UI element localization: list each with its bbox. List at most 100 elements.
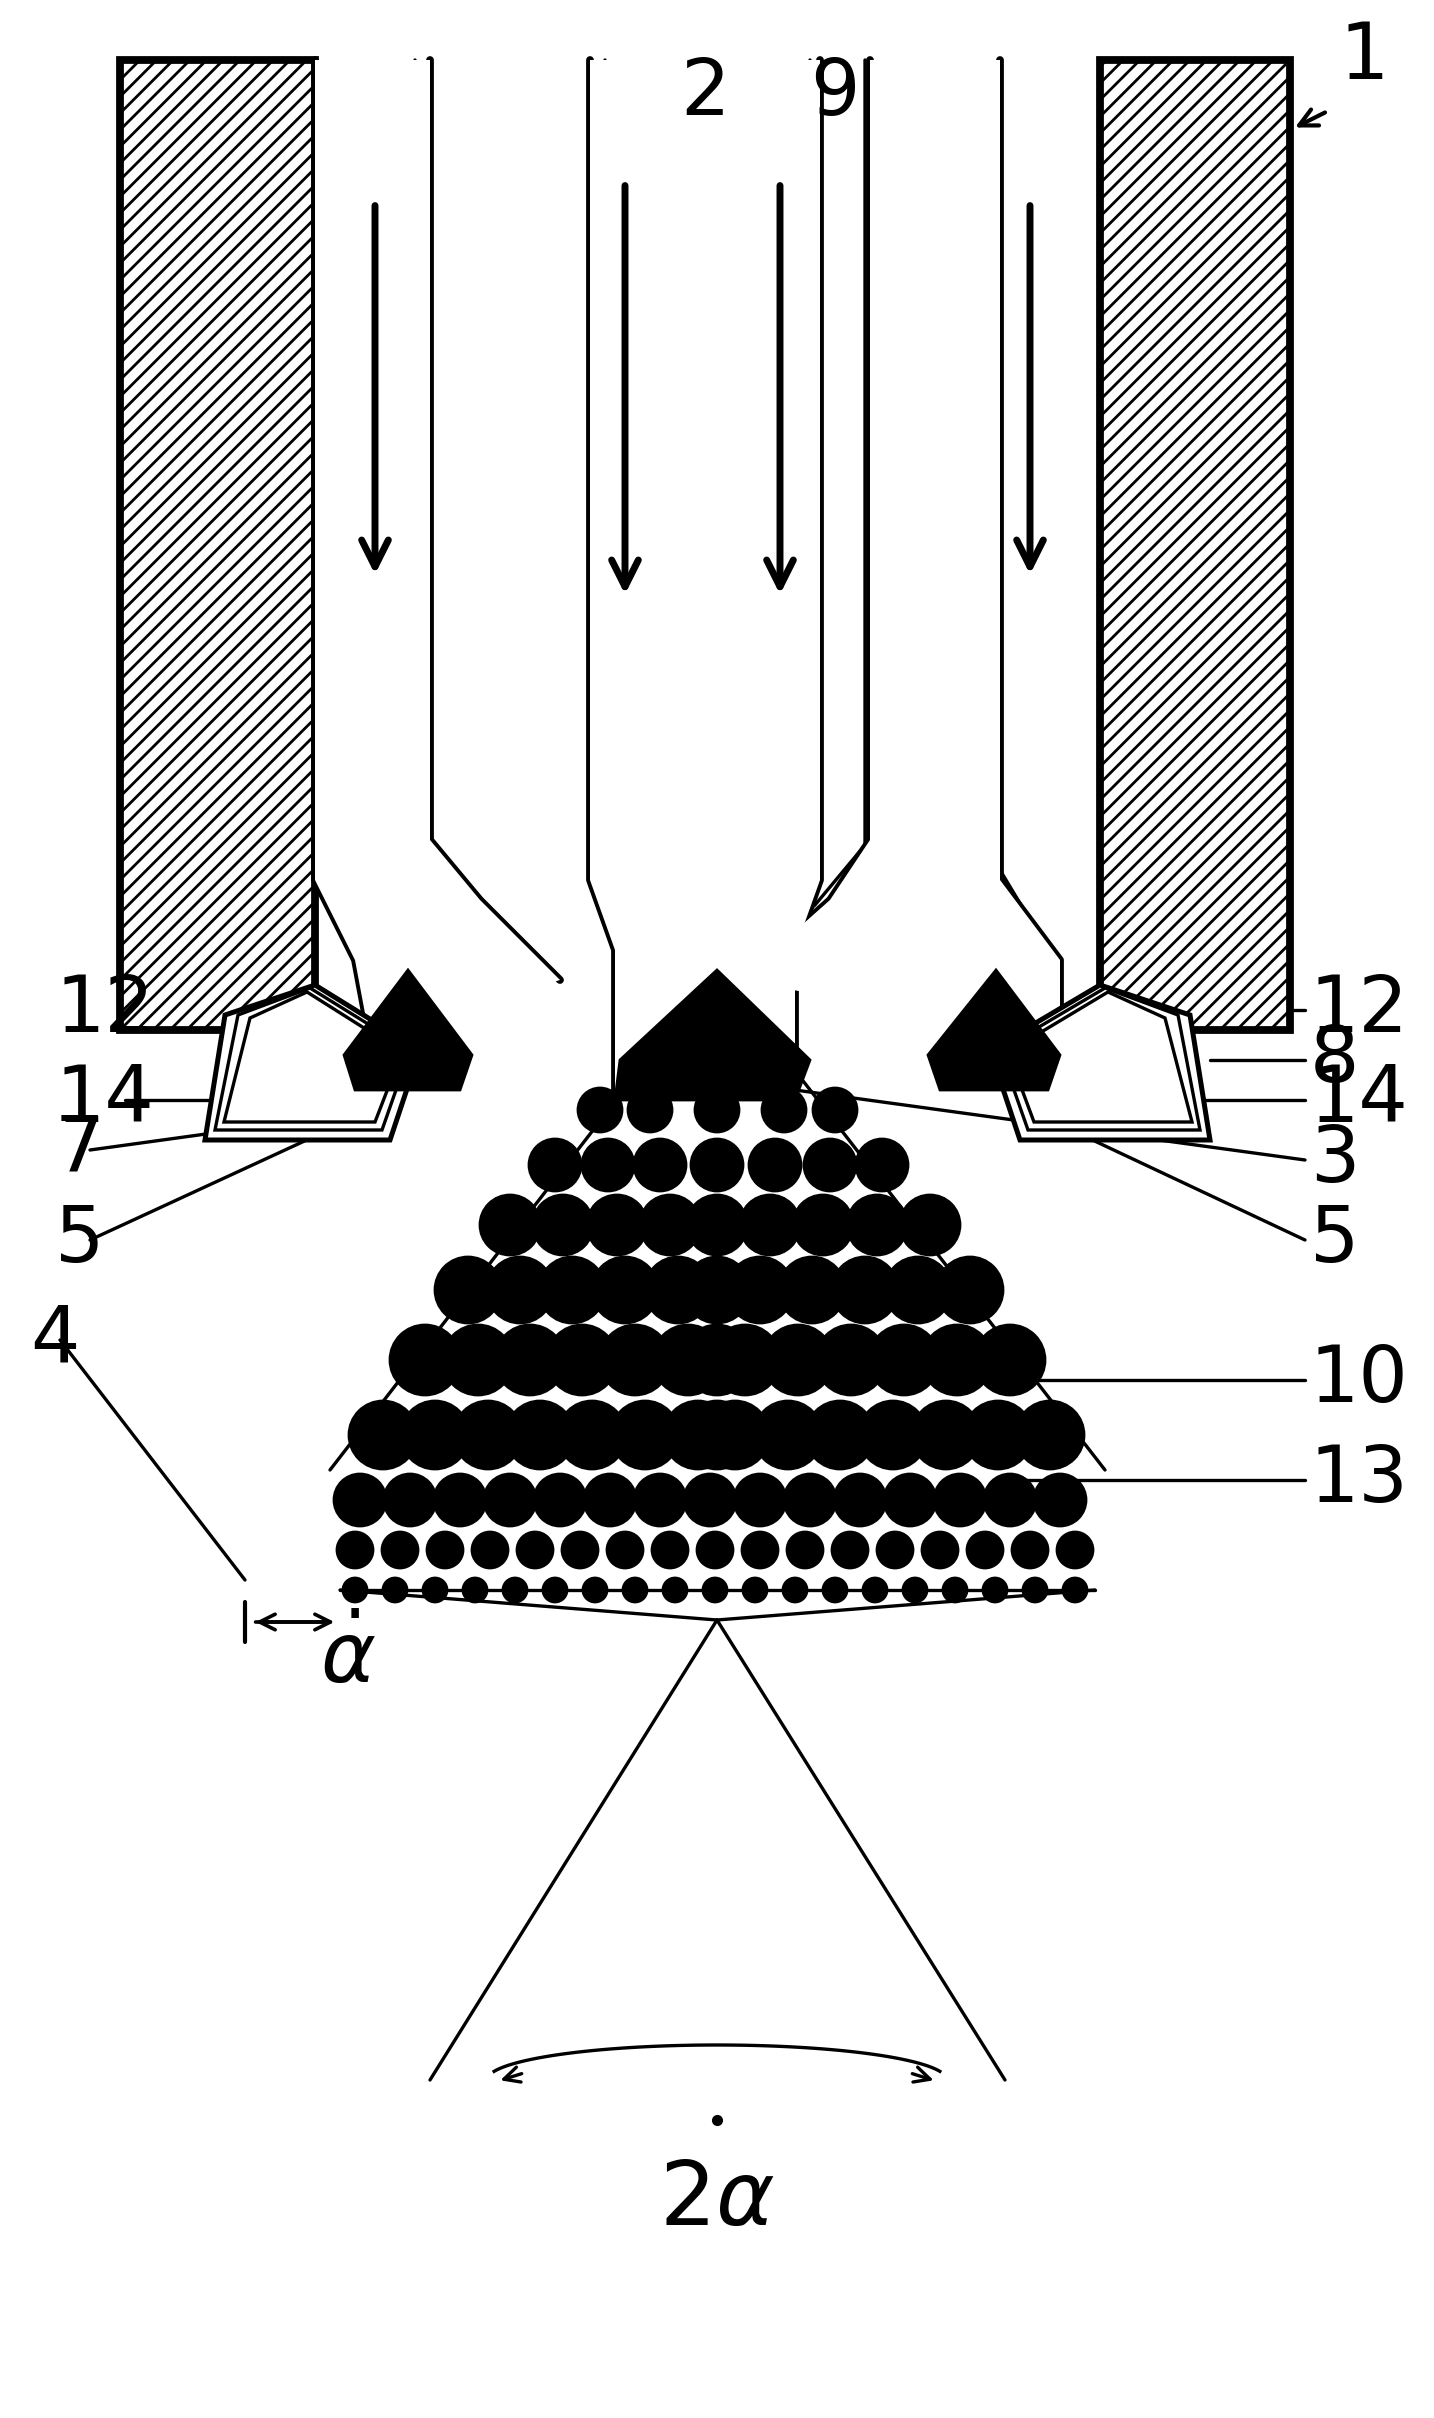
Circle shape xyxy=(964,1400,1032,1470)
Circle shape xyxy=(472,1533,508,1567)
Polygon shape xyxy=(589,60,820,1100)
Circle shape xyxy=(652,1325,723,1395)
Circle shape xyxy=(533,1475,587,1526)
Circle shape xyxy=(645,1257,711,1323)
Text: 12: 12 xyxy=(54,972,153,1047)
Circle shape xyxy=(847,1194,906,1255)
Polygon shape xyxy=(989,984,1210,1139)
Circle shape xyxy=(334,1475,386,1526)
Circle shape xyxy=(766,1042,802,1078)
Circle shape xyxy=(783,1579,807,1603)
Circle shape xyxy=(1063,1579,1087,1603)
Text: 9: 9 xyxy=(810,56,859,131)
Polygon shape xyxy=(740,60,1060,1040)
Circle shape xyxy=(578,1088,622,1132)
Circle shape xyxy=(632,1042,668,1078)
Polygon shape xyxy=(315,60,561,1040)
Circle shape xyxy=(443,1325,513,1395)
Polygon shape xyxy=(1100,60,1291,1030)
Circle shape xyxy=(402,1400,469,1470)
Circle shape xyxy=(922,1533,958,1567)
Circle shape xyxy=(663,1579,687,1603)
Circle shape xyxy=(793,1194,853,1255)
Circle shape xyxy=(495,1325,565,1395)
Text: 14: 14 xyxy=(54,1062,153,1139)
Text: 1: 1 xyxy=(1339,19,1390,94)
Text: 5: 5 xyxy=(1311,1202,1359,1279)
Polygon shape xyxy=(205,984,420,1139)
Circle shape xyxy=(740,1194,800,1255)
Circle shape xyxy=(599,1325,670,1395)
Circle shape xyxy=(587,1194,647,1255)
Polygon shape xyxy=(224,991,402,1122)
Circle shape xyxy=(463,1579,488,1603)
Circle shape xyxy=(381,1533,417,1567)
Circle shape xyxy=(813,1088,858,1132)
Circle shape xyxy=(584,1579,607,1603)
Circle shape xyxy=(480,1194,541,1255)
Circle shape xyxy=(835,1475,886,1526)
Circle shape xyxy=(975,1325,1045,1395)
Circle shape xyxy=(727,1257,793,1323)
Circle shape xyxy=(348,1400,417,1470)
Polygon shape xyxy=(928,970,1060,1091)
Circle shape xyxy=(435,1257,500,1323)
Circle shape xyxy=(691,1139,743,1192)
Circle shape xyxy=(832,1257,898,1323)
Circle shape xyxy=(485,1475,536,1526)
Circle shape xyxy=(584,1475,637,1526)
Circle shape xyxy=(607,1533,642,1567)
Circle shape xyxy=(984,1475,1035,1526)
Circle shape xyxy=(622,1579,647,1603)
Circle shape xyxy=(684,1257,750,1323)
Circle shape xyxy=(518,1533,554,1567)
Circle shape xyxy=(683,1400,751,1470)
Circle shape xyxy=(611,1400,680,1470)
Circle shape xyxy=(1034,1475,1086,1526)
Text: 2: 2 xyxy=(680,56,730,131)
Circle shape xyxy=(1012,1533,1048,1567)
Circle shape xyxy=(1017,1400,1084,1470)
Polygon shape xyxy=(120,60,315,1030)
Circle shape xyxy=(922,1325,992,1395)
Polygon shape xyxy=(344,970,472,1091)
Circle shape xyxy=(823,1579,847,1603)
Circle shape xyxy=(885,1257,951,1323)
Text: 12: 12 xyxy=(1311,972,1408,1047)
Circle shape xyxy=(806,1400,873,1470)
Circle shape xyxy=(883,1475,936,1526)
Circle shape xyxy=(455,1400,522,1470)
Text: 8: 8 xyxy=(1311,1023,1359,1098)
Circle shape xyxy=(592,1257,658,1323)
Circle shape xyxy=(734,1475,786,1526)
Circle shape xyxy=(832,1533,868,1567)
Circle shape xyxy=(683,1325,751,1395)
Polygon shape xyxy=(1008,991,1192,1122)
Circle shape xyxy=(533,1194,594,1255)
Circle shape xyxy=(628,1088,673,1132)
Circle shape xyxy=(912,1400,979,1470)
Circle shape xyxy=(695,1088,739,1132)
Circle shape xyxy=(1057,1533,1093,1567)
Circle shape xyxy=(804,1139,856,1192)
Circle shape xyxy=(863,1579,888,1603)
Circle shape xyxy=(698,1042,736,1078)
Text: 10: 10 xyxy=(1311,1342,1408,1417)
Circle shape xyxy=(743,1579,767,1603)
Circle shape xyxy=(687,1194,747,1255)
Circle shape xyxy=(934,1475,987,1526)
Circle shape xyxy=(901,1194,959,1255)
Circle shape xyxy=(652,1533,688,1567)
Circle shape xyxy=(427,1533,463,1567)
Polygon shape xyxy=(215,989,410,1129)
Circle shape xyxy=(343,1579,367,1603)
Circle shape xyxy=(784,1475,836,1526)
Circle shape xyxy=(337,1533,373,1567)
Circle shape xyxy=(640,1194,700,1255)
Polygon shape xyxy=(615,970,810,1100)
Circle shape xyxy=(384,1475,436,1526)
Circle shape xyxy=(856,1139,908,1192)
Circle shape xyxy=(539,1257,605,1323)
Circle shape xyxy=(741,1533,779,1567)
Circle shape xyxy=(710,1325,780,1395)
